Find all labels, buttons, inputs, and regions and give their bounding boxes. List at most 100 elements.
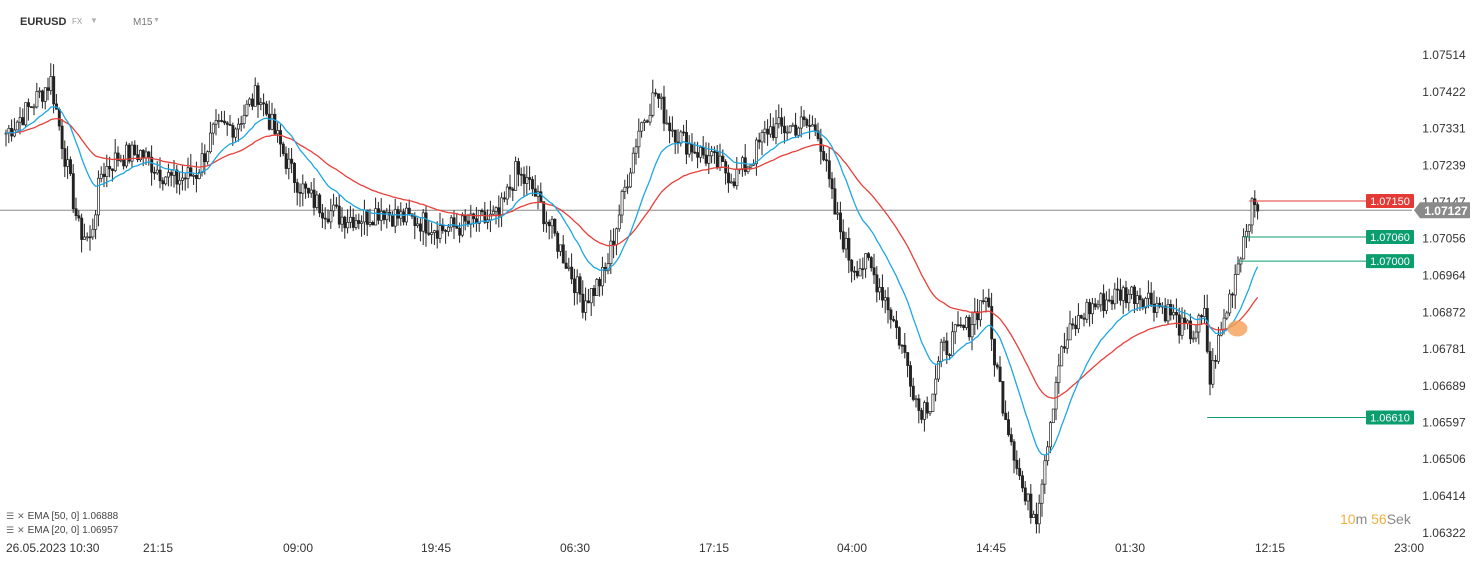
candle-body [161,180,165,185]
candle-body [662,96,666,124]
candle-body [743,157,747,172]
candle-body [934,378,938,395]
candle-body [41,90,44,102]
candle-body [584,300,588,313]
candle-body [903,344,907,353]
candle-body [735,168,739,187]
candle-body [1079,315,1083,319]
timeframe-selector[interactable]: M15 [133,17,153,28]
symbol-selector[interactable]: EURUSD [20,16,67,28]
candle-body [690,143,694,153]
candle-body [1054,382,1058,410]
y-tick-label: 1.07239 [1422,158,1466,172]
candle-body [606,263,610,272]
candle-body [970,324,974,338]
settings-icon[interactable]: ☰ [6,511,15,521]
y-tick-label: 1.07422 [1422,85,1466,99]
candle-body [867,253,870,258]
y-tick-label: 1.06506 [1422,452,1466,466]
candle-body [797,127,800,136]
candle-body [1037,502,1041,525]
candle-body [326,218,330,223]
candle-body [671,129,674,132]
candle-body [729,181,733,184]
candle-body [962,324,966,328]
candle-body [920,410,924,420]
candle-body [363,209,366,223]
candle-body [214,120,218,125]
candle-body [937,360,940,380]
candle-body [855,270,859,277]
candle-body [85,236,89,239]
candle-body [805,119,809,126]
candle-body [1121,287,1125,301]
y-tick-label: 1.06689 [1422,379,1466,393]
candle-body [1040,483,1044,504]
ema-line-50 [5,117,1259,399]
candle-body [293,163,296,183]
level-label-box[interactable] [1366,410,1414,425]
candle-body [49,76,53,91]
crossover-marker [1227,320,1248,337]
candle-body [1107,299,1111,302]
candle-body [525,177,529,184]
settings-icon[interactable]: ☰ [6,525,15,535]
candle-body [46,87,50,91]
candle-body [1191,337,1195,340]
candle-body [407,207,411,215]
candle-body [1018,468,1022,477]
level-label-box[interactable] [1366,230,1414,245]
candle-body [102,173,106,178]
candle-body [435,230,439,239]
chevron-down-icon[interactable]: ▼ [153,17,160,24]
candle-body [1233,274,1237,296]
candle-body [267,113,271,130]
candle-body [335,204,338,207]
chevron-down-icon[interactable]: ▼ [90,16,98,25]
candle-body [127,144,131,162]
candle-body [539,191,543,202]
candle-body [561,244,565,264]
candle-body [598,279,602,287]
candle-body [223,120,226,124]
candle-body [281,143,285,154]
candle-body [1119,289,1122,301]
candle-body [587,300,590,304]
candle-body [564,262,568,269]
candle-body [925,402,929,414]
candle-body [1222,317,1226,330]
candle-body [909,365,912,387]
candle-body [830,178,834,190]
candle-body [1099,293,1103,306]
candle-body [979,300,982,321]
candle-body [1177,314,1181,336]
candle-body [710,151,714,157]
candle-body [323,217,327,220]
level-label-box[interactable] [1366,254,1414,269]
candle-body [928,411,932,414]
candle-body [203,153,207,163]
candle-body [917,398,921,411]
level-label-box[interactable] [1366,193,1414,208]
close-icon[interactable]: ✕ [17,511,25,521]
candle-body [1077,315,1080,330]
close-icon[interactable]: ✕ [17,525,25,535]
candle-body [998,366,1002,382]
candle-body [276,130,280,135]
candle-body [1211,360,1215,385]
candle-body [178,180,182,185]
candle-body [421,212,425,232]
countdown-minutes: 10 [1340,511,1356,527]
y-tick-label: 1.07331 [1422,121,1466,135]
candle-body [1144,298,1148,309]
candle-body [603,266,607,272]
candle-body [290,158,294,164]
candle-body [1049,422,1052,448]
candle-body [259,102,263,105]
candle-body [1138,295,1142,301]
candle-body [533,188,537,197]
candle-body [1105,299,1108,312]
candle-body [343,216,347,229]
x-tick-label: 04:00 [837,541,867,555]
